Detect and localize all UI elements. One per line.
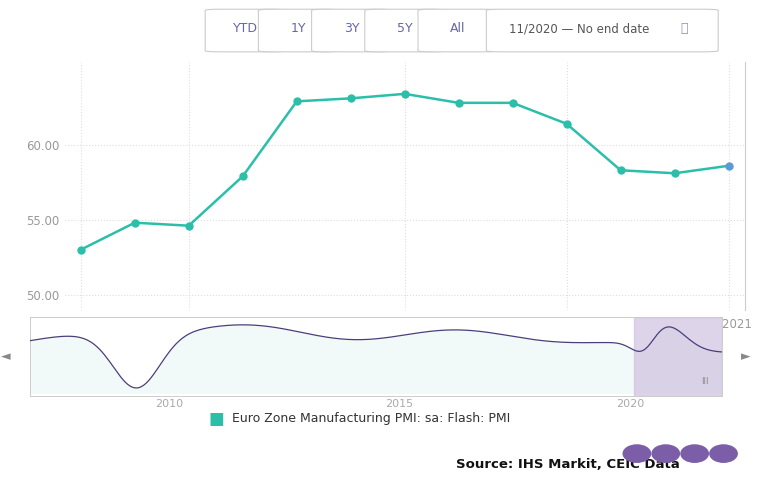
Text: 5Y: 5Y: [397, 22, 413, 36]
Text: C: C: [720, 449, 727, 458]
Text: I: I: [692, 449, 697, 458]
Text: YTD: YTD: [233, 22, 258, 36]
Bar: [635, 317, 722, 396]
Text: 📅: 📅: [680, 22, 688, 36]
FancyBboxPatch shape: [365, 9, 445, 52]
Text: ◄: ◄: [2, 350, 11, 363]
FancyBboxPatch shape: [258, 9, 338, 52]
Text: 11/2020 — No end date: 11/2020 — No end date: [509, 22, 650, 36]
FancyBboxPatch shape: [418, 9, 498, 52]
Text: ►: ►: [742, 350, 751, 363]
FancyBboxPatch shape: [486, 9, 718, 52]
Text: ■: ■: [209, 409, 224, 428]
Text: Source: IHS Markit, CEIC Data: Source: IHS Markit, CEIC Data: [456, 458, 679, 471]
Text: 1Y: 1Y: [290, 22, 306, 36]
Text: Euro Zone Manufacturing PMI: sa: Flash: PMI: Euro Zone Manufacturing PMI: sa: Flash: …: [232, 412, 510, 425]
Text: 3Y: 3Y: [344, 22, 359, 36]
Text: III: III: [701, 377, 708, 386]
Text: C: C: [633, 449, 641, 458]
Text: All: All: [450, 22, 466, 36]
FancyBboxPatch shape: [312, 9, 391, 52]
Text: E: E: [662, 449, 670, 458]
FancyBboxPatch shape: [205, 9, 285, 52]
